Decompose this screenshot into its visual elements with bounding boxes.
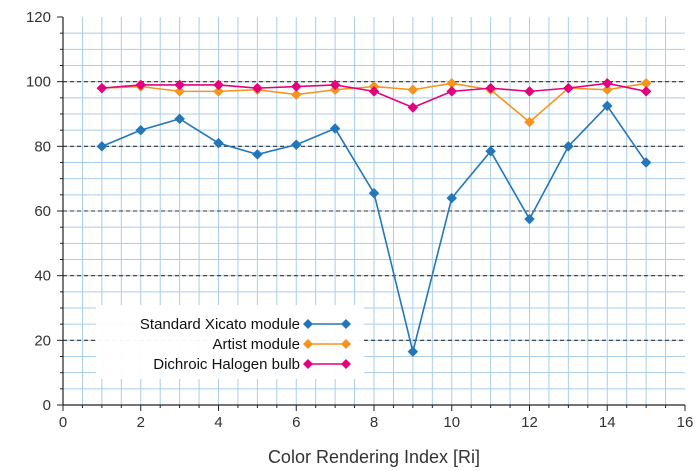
y-tick-label: 100	[26, 74, 51, 91]
legend-background	[96, 305, 364, 379]
y-tick-label: 120	[26, 9, 51, 26]
data-point-marker	[485, 82, 496, 94]
legend-label: Dichroic Halogen bulb	[153, 356, 300, 373]
y-tick-label: 0	[43, 397, 51, 414]
data-point-marker	[407, 346, 419, 358]
legend-marker	[303, 319, 313, 329]
x-tick-label: 14	[599, 414, 616, 431]
data-point-marker	[96, 82, 108, 94]
axis-ticks	[57, 16, 686, 411]
tick-labels: 0 2 4 6 8 10 12 14 16 0 20 40 60 80 100 120	[26, 9, 693, 431]
data-point-marker	[252, 149, 263, 160]
data-point-marker	[290, 89, 302, 100]
data-point-marker	[563, 82, 574, 94]
y-tick-label: 80	[34, 138, 51, 155]
data-point-marker	[368, 187, 380, 199]
series-standard-xicato-module	[96, 100, 652, 358]
x-axis-title: Color Rendering Index [Ri]	[268, 447, 480, 467]
y-tick-label: 20	[34, 332, 51, 349]
legend-marker	[341, 319, 351, 329]
data-point-marker	[213, 86, 224, 97]
data-point-marker	[329, 79, 341, 91]
x-tick-label: 0	[59, 414, 67, 431]
data-point-marker	[601, 100, 613, 112]
data-point-marker	[252, 82, 263, 94]
x-tick-label: 2	[137, 414, 145, 431]
data-point-marker	[290, 139, 302, 151]
series-layer	[96, 77, 652, 358]
legend-label: Artist module	[212, 336, 300, 353]
data-point-marker	[174, 79, 185, 91]
data-point-marker	[640, 157, 652, 168]
data-point-marker	[524, 86, 535, 97]
legend-label: Standard Xicato module	[140, 316, 300, 333]
data-point-marker	[135, 124, 147, 136]
x-tick-label: 12	[521, 414, 538, 431]
legend: Standard Xicato module Artist module Dichr…	[96, 305, 364, 379]
data-point-marker	[368, 86, 380, 97]
data-point-marker	[329, 123, 341, 134]
series-dichroic-halogen-bulb	[96, 77, 652, 113]
legend-marker	[341, 359, 351, 369]
data-point-marker	[174, 113, 185, 125]
data-point-marker	[407, 84, 419, 96]
data-point-marker	[96, 140, 108, 152]
legend-marker	[341, 339, 351, 349]
data-point-marker	[640, 86, 652, 97]
data-point-marker	[290, 81, 302, 92]
legend-item: Dichroic Halogen bulb	[153, 356, 351, 373]
x-tick-label: 8	[370, 414, 378, 431]
x-tick-label: 10	[443, 414, 460, 431]
y-tick-label: 40	[34, 268, 51, 285]
legend-item: Standard Xicato module	[140, 316, 351, 333]
legend-marker	[303, 339, 313, 349]
data-point-marker	[601, 77, 613, 89]
legend-marker	[303, 359, 313, 369]
data-point-marker	[446, 86, 458, 97]
x-tick-label: 16	[677, 414, 694, 431]
data-point-marker	[524, 213, 535, 225]
data-point-marker	[446, 192, 458, 204]
x-tick-label: 6	[292, 414, 300, 431]
data-point-marker	[524, 116, 535, 128]
legend-item: Artist module	[212, 336, 351, 353]
y-tick-label: 60	[34, 203, 51, 220]
data-point-marker	[174, 86, 185, 97]
x-tick-label: 4	[214, 414, 222, 431]
data-point-marker	[485, 145, 496, 157]
data-point-marker	[601, 84, 613, 96]
data-point-marker	[563, 140, 574, 152]
data-point-marker	[213, 137, 224, 149]
data-point-marker	[135, 79, 147, 91]
data-point-marker	[407, 102, 419, 113]
data-point-marker	[213, 79, 224, 91]
